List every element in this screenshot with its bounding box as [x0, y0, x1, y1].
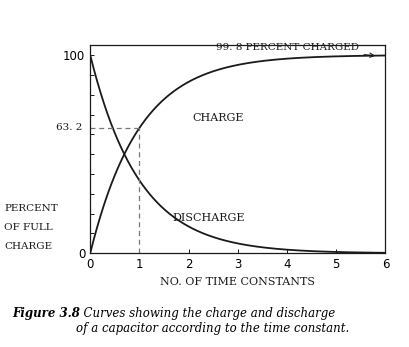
Text: Figure 3.8: Figure 3.8 [12, 307, 80, 320]
X-axis label: NO. OF TIME CONSTANTS: NO. OF TIME CONSTANTS [160, 277, 315, 287]
Text: OF FULL: OF FULL [4, 223, 53, 232]
Text: 99. 8 PERCENT CHARGED: 99. 8 PERCENT CHARGED [215, 43, 373, 57]
Text: DISCHARGE: DISCHARGE [172, 213, 244, 223]
Text: CHARGE: CHARGE [4, 242, 52, 251]
Text: 63. 2: 63. 2 [56, 124, 82, 133]
Text: Curves showing the charge and discharge
of a capacitor according to the time con: Curves showing the charge and discharge … [76, 307, 348, 335]
Text: PERCENT: PERCENT [4, 204, 58, 213]
Text: CHARGE: CHARGE [192, 113, 243, 124]
